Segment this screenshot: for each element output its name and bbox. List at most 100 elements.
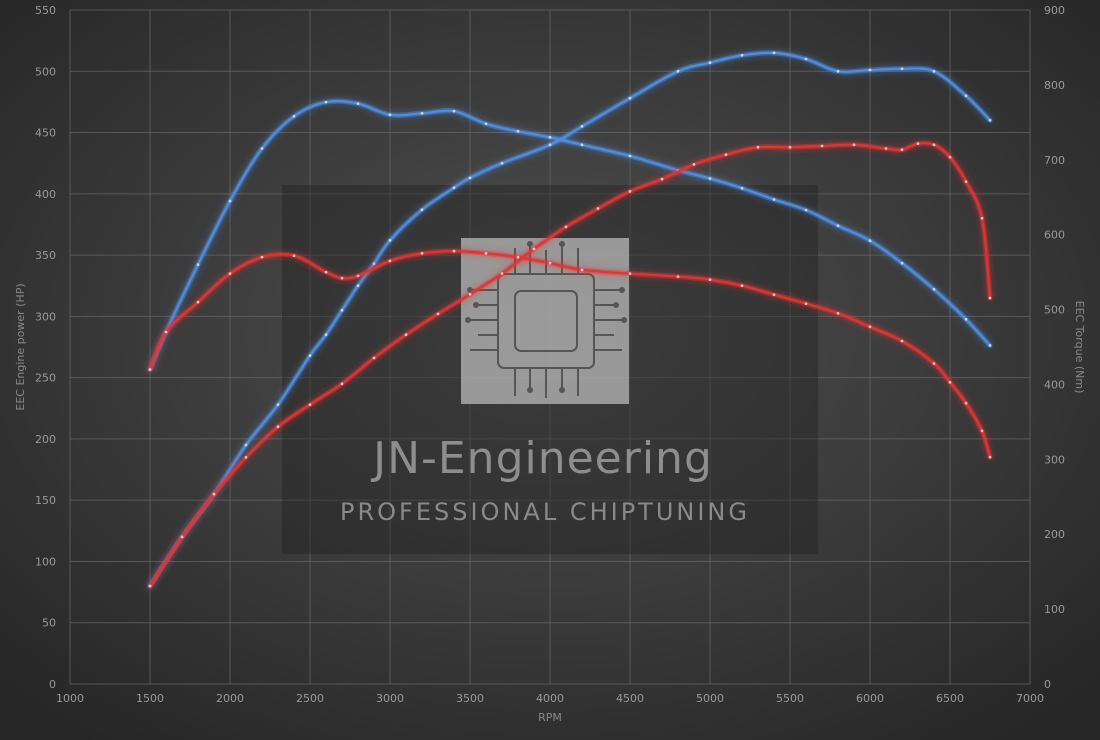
data-point [196,263,200,266]
data-point [836,69,840,73]
watermark: JN-Engineering PROFESSIONAL CHIPTUNING [282,185,818,554]
x-axis-ticks: 1000 1500 2000 2500 3000 3500 4000 4500 5000 5500… [56,692,1044,705]
x-tick-label: 1000 [56,692,84,705]
left-tick-label: 400 [35,188,56,201]
series-stock-torque [147,248,993,460]
x-tick-label: 4500 [616,692,644,705]
data-point [244,455,248,459]
data-point [516,129,520,133]
data-point [164,330,168,334]
x-tick-label: 6500 [936,692,964,705]
data-point [372,262,376,266]
data-point [484,122,488,126]
data-point [932,143,936,147]
data-point [356,284,360,288]
data-point [388,239,392,242]
data-point [804,57,808,61]
data-point [804,302,808,305]
data-point [324,270,328,274]
left-tick-label: 450 [35,127,56,140]
data-point [532,247,536,251]
data-point [932,362,936,365]
data-point [820,144,824,148]
data-point [196,300,200,304]
data-point [916,142,920,146]
data-point [964,401,968,405]
left-tick-label: 150 [35,494,56,507]
data-point [740,284,744,287]
data-point [708,61,712,65]
data-point [596,207,600,210]
data-point [660,177,664,181]
grid [69,9,1031,685]
x-tick-label: 5000 [696,692,724,705]
left-tick-label: 350 [35,249,56,262]
data-point [580,268,584,272]
data-point [548,261,552,265]
left-tick-label: 50 [42,617,56,630]
data-point [988,296,992,300]
data-point [260,147,264,150]
data-point [772,51,776,55]
data-point [308,354,312,357]
data-point [372,356,376,360]
data-point [436,312,440,316]
data-point [308,403,312,406]
data-point [676,69,680,73]
data-point [356,274,360,278]
right-axis-title: EEC Torque (Nm) [1073,301,1086,394]
data-point [772,293,776,296]
data-point [180,535,184,539]
data-point [804,208,808,212]
data-point [564,225,568,229]
data-point [852,143,856,147]
data-point [356,102,360,105]
data-point [836,311,840,315]
x-tick-label: 5500 [776,692,804,705]
data-point [548,135,552,139]
data-point [836,224,840,228]
data-point [740,53,744,57]
data-point [900,261,904,265]
data-point [148,368,152,371]
data-point [260,255,264,259]
data-point [980,216,984,220]
data-point [324,333,328,337]
data-point [244,443,248,447]
left-tick-label: 550 [35,4,56,17]
left-tick-label: 250 [35,372,56,385]
data-point [788,145,792,149]
data-point [932,287,936,291]
data-point [980,429,984,433]
data-point [484,252,488,255]
data-point [452,249,456,253]
data-point [420,252,424,255]
data-point [388,113,392,117]
data-point [628,272,632,275]
right-tick-label: 0 [1044,678,1051,691]
series-tuned-power [147,50,993,589]
right-tick-label: 100 [1044,603,1065,616]
left-tick-label: 500 [35,65,56,78]
data-point [708,278,712,281]
data-point [148,584,152,588]
data-point [948,155,952,159]
data-point [292,114,296,118]
data-point [988,455,992,459]
brand-title: JN-Engineering [370,433,713,484]
data-point [500,161,504,165]
right-tick-label: 600 [1044,229,1065,242]
x-axis-title: RPM [538,711,562,724]
right-tick-label: 500 [1044,304,1065,317]
data-point [628,96,632,100]
data-point [548,143,552,147]
data-point [276,425,280,429]
data-point [724,153,728,157]
data-point [772,198,776,201]
data-point [884,147,888,150]
data-point [500,272,504,275]
data-point [900,148,904,152]
data-point [468,176,472,180]
series-tuned-torque [147,98,993,372]
